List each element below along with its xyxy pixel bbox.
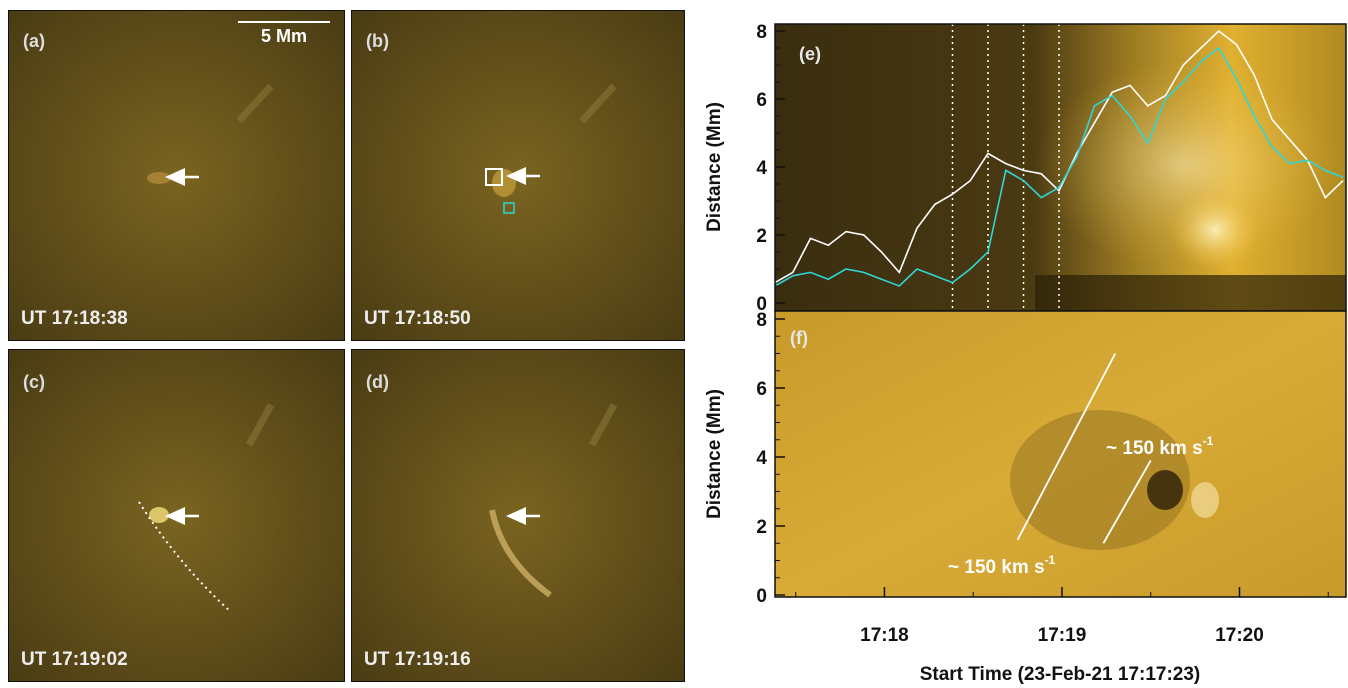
image-panel-a: (a) 5 Mm UT 17:18:38 bbox=[8, 10, 345, 341]
panel-e-y-axis: 0 2 4 6 8 bbox=[756, 22, 785, 315]
timestamp: UT 17:19:16 bbox=[364, 649, 471, 670]
arrow-icon bbox=[506, 507, 540, 525]
panel-e-ytick-label: 6 bbox=[756, 90, 767, 111]
image-panel-b: (b) UT 17:18:50 bbox=[351, 10, 685, 341]
panel-f-ytick-label: 8 bbox=[756, 310, 767, 331]
panel-f-ytick-label: 6 bbox=[756, 379, 767, 400]
cyan-box-marker bbox=[503, 202, 515, 214]
dotted-path bbox=[138, 501, 232, 613]
panel-e-background bbox=[775, 24, 1346, 311]
timestamp: UT 17:18:38 bbox=[21, 308, 128, 329]
panel-f-xtick-label: 17:19 bbox=[1038, 625, 1087, 646]
panel-f-frame bbox=[774, 310, 1347, 598]
panel-label: (c) bbox=[23, 372, 45, 392]
panel-f-ytick-label: 4 bbox=[756, 448, 767, 469]
arrow-icon bbox=[506, 167, 540, 185]
panel-f-ytick-label: 2 bbox=[756, 517, 767, 538]
velocity-fit-line bbox=[1102, 460, 1152, 544]
panel-f-x-axis: 17:18 17:19 17:20 bbox=[795, 587, 1329, 646]
white-trace-line bbox=[774, 29, 1344, 284]
panel-f-ylabel: Distance (Mm) bbox=[704, 389, 725, 519]
timestamp: UT 17:18:50 bbox=[364, 308, 471, 329]
panel-label: (d) bbox=[366, 372, 389, 392]
panel-e-ylabel: Distance (Mm) bbox=[704, 102, 725, 232]
panel-a-image bbox=[9, 11, 344, 340]
arrow-icon bbox=[165, 507, 199, 525]
panel-e-ytick-label: 8 bbox=[756, 22, 767, 43]
arrow-icon bbox=[165, 168, 199, 186]
panel-c-image bbox=[9, 350, 344, 681]
panel-f-ytick-label: 0 bbox=[756, 586, 767, 607]
panel-e-ytick-label: 4 bbox=[756, 158, 767, 179]
scale-bar-label: 5 Mm bbox=[260, 26, 307, 46]
panel-e-ytick-label: 2 bbox=[756, 226, 767, 247]
panel-f-background bbox=[775, 311, 1346, 597]
velocity-fit-line bbox=[1016, 353, 1117, 541]
panel-f-y-axis: 0 2 4 6 8 bbox=[756, 310, 785, 607]
panel-d-image bbox=[352, 350, 684, 681]
scale-bar: 5 Mm bbox=[238, 21, 330, 46]
panel-b-image bbox=[352, 11, 684, 340]
panel-e-label: (e) bbox=[799, 44, 821, 64]
image-panel-c: (c) UT 17:19:02 bbox=[8, 349, 345, 682]
panel-label: (a) bbox=[23, 31, 45, 51]
panel-e-series bbox=[774, 29, 1344, 287]
velocity-annotation-1: ~ 150 km s-1 bbox=[1106, 434, 1214, 459]
velocity-annotation-2: ~ 150 km s-1 bbox=[948, 553, 1056, 578]
panel-f-xtick-label: 17:20 bbox=[1215, 625, 1264, 646]
cyan-trace-line bbox=[774, 46, 1344, 287]
panel-f-fit-lines bbox=[1016, 353, 1152, 544]
x-axis-title: Start Time (23-Feb-21 17:17:23) bbox=[920, 664, 1201, 685]
timestamp: UT 17:19:02 bbox=[21, 649, 128, 670]
panel-label: (b) bbox=[366, 31, 389, 51]
panel-f-label: (f) bbox=[790, 328, 808, 348]
panel-e-ytick-label: 0 bbox=[756, 294, 767, 315]
image-panel-d: (d) UT 17:19:16 bbox=[351, 349, 685, 682]
panel-f-xtick-label: 17:18 bbox=[860, 625, 909, 646]
white-box-marker bbox=[485, 168, 503, 186]
